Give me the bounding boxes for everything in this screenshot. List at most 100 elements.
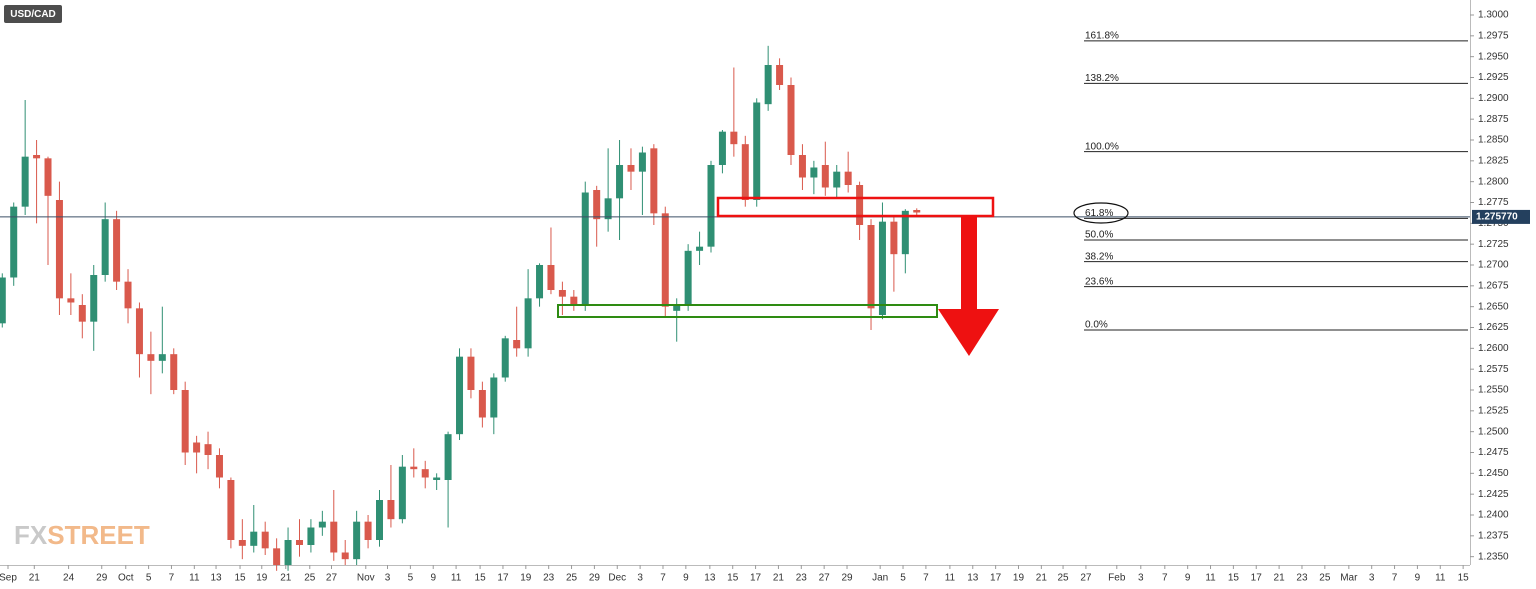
candle-body: [170, 354, 178, 390]
candle-body: [604, 198, 612, 220]
candle-body: [844, 171, 852, 185]
x-tick-label: 21: [1274, 573, 1286, 584]
y-tick-label: 1.2400: [1478, 510, 1509, 521]
y-tick-label: 1.2375: [1478, 530, 1509, 541]
candle-body: [307, 527, 315, 545]
candle-body: [284, 540, 292, 565]
x-tick-label: 24: [63, 573, 75, 584]
x-tick-label: 23: [543, 573, 555, 584]
candle-body: [55, 200, 63, 299]
candle-body: [581, 192, 589, 305]
candle-body: [158, 354, 166, 361]
watermark-fx: FX: [14, 520, 48, 550]
x-tick-label: 3: [1369, 573, 1375, 584]
plot-area: 1.2350 1.2375 1.2400 1.2425 1.2450 1.2475 1.25…: [0, 0, 1509, 584]
y-tick-label: 1.2950: [1478, 51, 1509, 62]
y-tick-label: 1.2350: [1478, 551, 1509, 562]
x-tick-label: 11: [945, 573, 956, 584]
candle-body: [444, 434, 452, 480]
candle-body: [135, 308, 143, 355]
candle-body: [147, 354, 155, 361]
x-tick-label: 25: [304, 573, 316, 584]
candle-body: [113, 219, 121, 282]
candle-body: [638, 152, 646, 172]
x-tick-label: 15: [475, 573, 487, 584]
x-tick-label: Feb: [1108, 573, 1126, 584]
x-tick-label: 11: [451, 573, 462, 584]
fib-label: 50.0%: [1085, 230, 1113, 241]
x-tick-label: Nov: [357, 573, 375, 584]
candle-body: [490, 377, 498, 418]
candle-body: [21, 156, 29, 207]
candle-body: [33, 155, 41, 159]
y-tick-label: 1.2825: [1478, 155, 1509, 166]
candle-body: [215, 455, 223, 478]
x-tick-label: 29: [589, 573, 601, 584]
candle-body: [730, 131, 738, 145]
y-tick-label: 1.2900: [1478, 93, 1509, 104]
x-tick-label: Jan: [872, 573, 888, 584]
y-tick-label: 1.2925: [1478, 72, 1509, 83]
y-tick-label: 1.2550: [1478, 385, 1509, 396]
x-tick-label: 23: [796, 573, 808, 584]
x-tick-label: 13: [967, 573, 979, 584]
candle-body: [501, 338, 509, 378]
x-tick-label: 3: [385, 573, 391, 584]
candle-body: [776, 65, 784, 85]
fib-label: 61.8%: [1085, 208, 1113, 219]
watermark: FXSTREET: [14, 520, 150, 550]
x-tick-label: 21: [280, 573, 292, 584]
x-tick-label: 21: [773, 573, 785, 584]
y-tick-label: 1.2650: [1478, 301, 1509, 312]
candle-body: [867, 225, 875, 309]
candle-body: [78, 305, 86, 322]
candle-body: [0, 277, 6, 324]
candle-body: [741, 144, 749, 200]
x-tick-label: 15: [1228, 573, 1240, 584]
fib-label: 0.0%: [1085, 320, 1108, 331]
x-tick-label: 3: [637, 573, 643, 584]
fib-label: 23.6%: [1085, 276, 1113, 287]
arrow-head: [938, 309, 999, 356]
y-tick-label: 1.2875: [1478, 114, 1509, 125]
support-zone: [557, 304, 938, 318]
candle-body: [193, 442, 201, 453]
x-tick-label: 5: [900, 573, 906, 584]
candle-body: [901, 210, 909, 255]
candle-body: [398, 466, 406, 520]
chart-title: USD/CAD: [10, 9, 56, 20]
y-tick-label: 1.2425: [1478, 489, 1509, 500]
resistance-zone: [716, 196, 995, 218]
candle-body: [44, 158, 52, 196]
arrow-shaft: [961, 216, 977, 311]
x-tick-label: 19: [1013, 573, 1025, 584]
candle-body: [673, 305, 681, 311]
x-tick-label: 3: [1138, 573, 1144, 584]
x-tick-label: 13: [704, 573, 716, 584]
y-tick-label: 1.2800: [1478, 176, 1509, 187]
candle-body: [101, 219, 109, 275]
y-tick-label: 1.2575: [1478, 364, 1509, 375]
candle-body: [90, 275, 98, 322]
x-tick-label: 25: [566, 573, 578, 584]
highlight-ellipse: [1073, 202, 1129, 224]
x-tick-label: 21: [29, 573, 41, 584]
x-tick-label: 7: [169, 573, 175, 584]
x-tick-label: 11: [189, 573, 200, 584]
candle-body: [558, 290, 566, 297]
x-tick-label: 27: [326, 573, 338, 584]
candle-body: [227, 480, 235, 540]
candle-body: [124, 281, 132, 309]
y-tick-label: 1.2725: [1478, 239, 1509, 250]
x-tick-label: 15: [1458, 573, 1470, 584]
x-tick-label: 15: [727, 573, 739, 584]
candle-body: [547, 265, 555, 290]
candle-body: [478, 390, 486, 418]
x-tick-label: 11: [1435, 573, 1446, 584]
x-tick-label: 9: [1185, 573, 1191, 584]
candle-body: [421, 469, 429, 478]
candle-body: [456, 356, 464, 435]
x-tick-label: 27: [819, 573, 831, 584]
x-tick-label: Mar: [1340, 573, 1358, 584]
